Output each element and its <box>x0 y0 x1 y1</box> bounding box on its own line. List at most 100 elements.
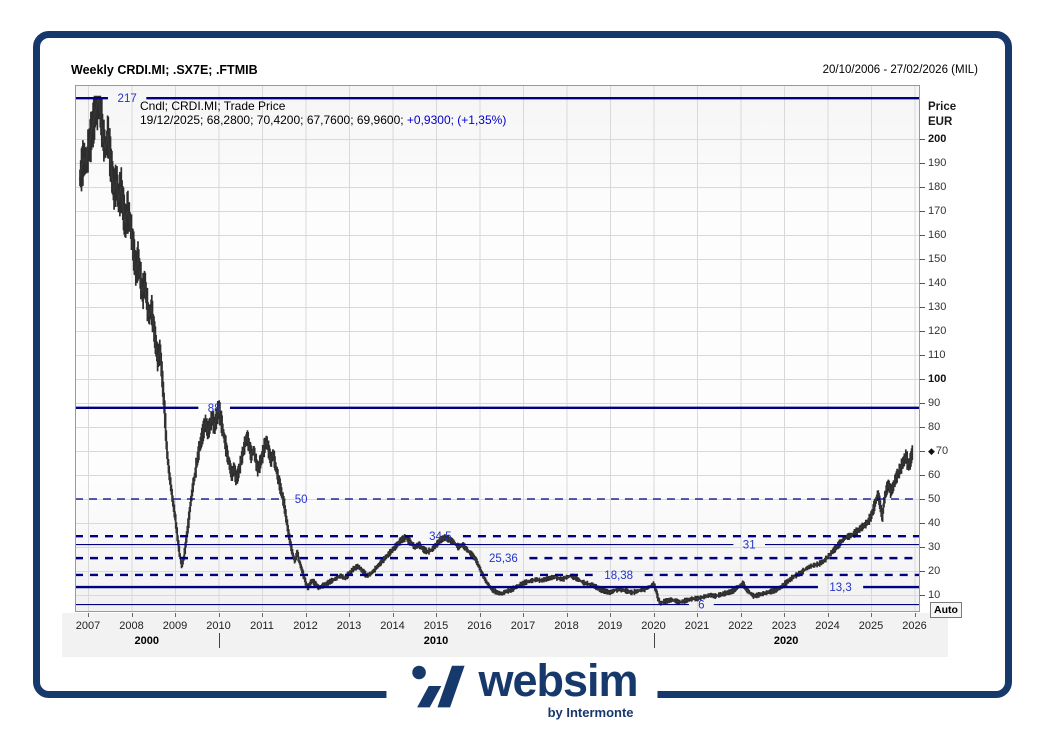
y-tick-20: 20 <box>920 564 940 578</box>
y-tick-170: 170 <box>920 204 946 218</box>
y-tick-label: 190 <box>928 157 947 169</box>
y-tick-label: 160 <box>928 229 947 241</box>
level-line-13_3[interactable]: 13,3 <box>75 582 920 594</box>
price-chart-plot[interactable]: 217 88 50 34,5 31 25,36 18,38 13,3 6 <box>75 85 920 612</box>
y-tick-mark <box>920 138 925 140</box>
x-tick-label-2012: 2012 <box>293 620 318 632</box>
y-tick-mark <box>920 354 925 356</box>
x-tick-mark <box>436 613 437 617</box>
y-tick-label: 120 <box>928 325 947 337</box>
x-tick-mark <box>349 613 350 617</box>
y-axis-scale[interactable]: 200 190 180 170 160 150 140 130 120 110 100 90 80 ◆ 70… <box>920 85 990 625</box>
chart-title: Weekly CRDI.MI; .SX7E; .FTMIB <box>71 63 258 77</box>
x-tick-mark <box>740 613 742 617</box>
level-line-217[interactable]: 217 <box>75 93 920 105</box>
y-tick-label: 20 <box>928 565 941 577</box>
x-axis-scale[interactable]: 2007 2008 2009 2010 2011 2012 2013 2014 2015 2016… <box>75 612 935 658</box>
level-label: 31 <box>743 540 756 552</box>
y-tick-40: 40 <box>920 516 940 530</box>
last-price-marker-icon: ◆ <box>928 445 935 456</box>
x-tick-label-2013: 2013 <box>336 620 362 632</box>
y-tick-label: 110 <box>928 349 946 361</box>
level-line-88[interactable]: 88 <box>75 403 920 415</box>
y-tick-label: 200 <box>928 133 947 145</box>
level-label: 25,36 <box>489 553 518 565</box>
decade-label-2020: 2020 <box>773 635 799 647</box>
x-tick-label-2007: 2007 <box>75 620 101 632</box>
y-tick-mark <box>920 258 925 260</box>
decade-boundary-tick <box>653 633 655 648</box>
x-tick-label-2016: 2016 <box>467 620 492 632</box>
y-tick-label: 170 <box>928 205 947 217</box>
y-tick-label: 80 <box>928 421 941 433</box>
y-tick-90: 90 <box>920 396 940 410</box>
y-tick-mark <box>920 306 925 308</box>
level-line-25_36[interactable]: 25,36 <box>75 553 920 565</box>
legend-quote-line: 19/12/2025; 68,2800; 70,4200; 67,7600; 6… <box>140 113 506 127</box>
legend-quote-change: +0,9300; (+1,35%) <box>406 113 507 127</box>
level-line-31[interactable]: 31 <box>75 540 920 552</box>
plot-background <box>75 85 920 612</box>
y-tick-label: 180 <box>928 181 947 193</box>
level-line-6[interactable]: 6 <box>75 600 920 612</box>
y-tick-200: 200 <box>920 132 946 146</box>
y-tick-mark <box>920 570 925 572</box>
level-line-50[interactable]: 50 <box>75 494 920 506</box>
x-tick-label-2015: 2015 <box>423 620 449 632</box>
y-tick-mark <box>920 282 925 284</box>
y-tick-mark <box>920 210 925 212</box>
y-tick-label: 100 <box>928 373 947 385</box>
level-label: 13,3 <box>829 582 851 594</box>
y-tick-label: 140 <box>928 277 947 289</box>
y-axis-unit-price: Price <box>928 101 957 113</box>
websim-logo-wordmark: websim <box>478 655 638 706</box>
x-tick-label-2025: 2025 <box>858 620 884 632</box>
x-tick-label-2014: 2014 <box>380 620 405 632</box>
x-tick-label-2009: 2009 <box>162 620 188 632</box>
y-tick-mark <box>920 162 925 164</box>
plot-border <box>75 85 920 612</box>
gridlines <box>75 85 920 612</box>
x-tick-label-2008: 2008 <box>119 620 144 632</box>
x-tick-mark <box>305 613 307 617</box>
x-tick-label-2020: 2020 <box>641 620 666 632</box>
y-tick-mark <box>920 402 925 404</box>
y-tick-label: 40 <box>928 517 941 529</box>
y-tick-label: 70 <box>935 445 949 457</box>
y-tick-label: 60 <box>928 469 941 481</box>
y-tick-mark <box>920 330 925 332</box>
x-axis-strip-background <box>62 613 948 657</box>
level-line-34_5[interactable]: 34,5 <box>75 531 920 543</box>
y-tick-110: 110 <box>920 348 946 362</box>
y-tick-mark <box>920 378 925 380</box>
x-tick-mark <box>523 613 524 617</box>
legend-quote-values: 19/12/2025; 68,2800; 70,4200; 67,7600; 6… <box>140 113 407 127</box>
websim-logo: websim by Intermonte <box>386 655 658 720</box>
y-tick-120: 120 <box>920 324 946 338</box>
y-tick-160: 160 <box>920 228 946 242</box>
y-tick-150: 150 <box>920 252 946 266</box>
y-tick-mark <box>920 186 925 188</box>
x-tick-mark <box>653 613 655 617</box>
y-tick-mark <box>920 474 925 476</box>
level-line-18_38[interactable]: 18,38 <box>75 570 920 582</box>
y-tick-30: 30 <box>920 540 940 554</box>
y-tick-60: 60 <box>920 468 940 482</box>
x-tick-label-2023: 2023 <box>771 620 797 632</box>
chart-legend: Cndl; CRDI.MI; Trade Price 19/12/2025; 6… <box>140 99 506 127</box>
y-tick-label: 150 <box>928 253 947 265</box>
x-tick-label-2021: 2021 <box>684 620 710 632</box>
candlestick-chart-svg[interactable]: 217 88 50 34,5 31 25,36 18,38 13,3 6 <box>75 85 920 612</box>
x-tick-label-2022: 2022 <box>728 620 753 632</box>
axis-auto-scale-button[interactable]: Auto <box>930 602 962 618</box>
y-tick-mark <box>920 450 925 452</box>
x-tick-mark <box>871 613 872 617</box>
x-tick-label-2017: 2017 <box>510 620 536 632</box>
y-axis-unit-label: Price EUR <box>928 100 956 130</box>
y-tick-mark <box>920 498 925 500</box>
decade-label-2010: 2010 <box>423 635 449 647</box>
websim-logo-byline: by Intermonte <box>547 705 634 720</box>
level-label: 88 <box>208 403 221 415</box>
y-tick-mark <box>920 522 925 524</box>
y-tick-140: 140 <box>920 276 946 290</box>
